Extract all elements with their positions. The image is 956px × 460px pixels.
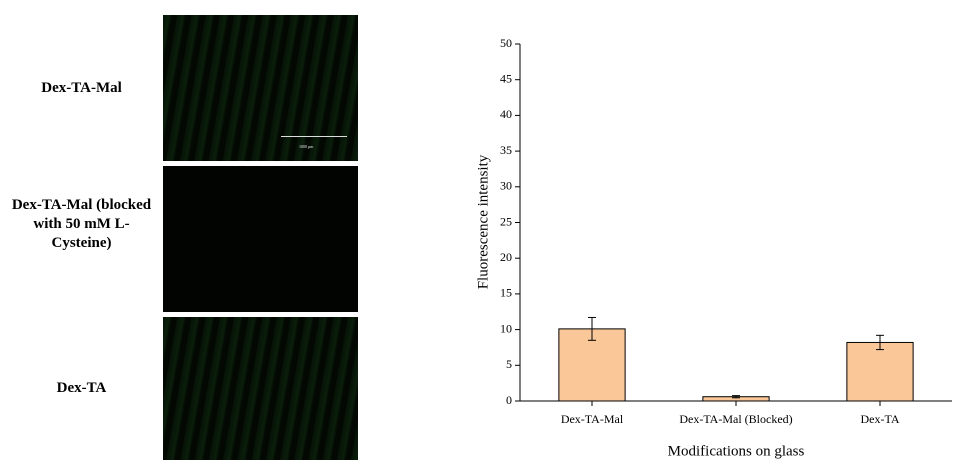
y-axis-label: Fluorescence intensity — [475, 154, 491, 289]
y-tick-label: 20 — [500, 250, 512, 264]
y-tick-label: 10 — [500, 321, 512, 335]
scale-bar — [281, 136, 347, 137]
x-tick-label: Dex-TA-Mal — [561, 412, 624, 426]
micrograph — [163, 317, 358, 460]
micrograph: 1000 µm — [163, 15, 358, 161]
y-tick-label: 15 — [500, 286, 512, 300]
y-tick-label: 50 — [500, 36, 512, 50]
y-tick-label: 45 — [500, 71, 512, 85]
bar — [558, 328, 626, 402]
y-tick-label: 40 — [500, 107, 512, 121]
panel-label: Dex-TA-Mal (blocked with 50 mM L-Cystein… — [11, 197, 152, 251]
y-tick-label: 30 — [500, 179, 512, 193]
panel-label: Dex-TA — [56, 380, 107, 396]
panel-label: Dex-TA-Mal — [41, 80, 122, 96]
y-tick-label: 5 — [506, 357, 512, 371]
bar — [846, 341, 914, 402]
x-tick-label: Dex-TA-Mal (Blocked) — [679, 412, 792, 426]
y-tick-label: 0 — [506, 393, 512, 407]
x-axis-label: Modifications on glass — [668, 443, 805, 459]
x-tick-label: Dex-TA — [860, 412, 899, 426]
micrograph — [163, 166, 358, 312]
scale-bar-label: 1000 µm — [299, 144, 314, 149]
y-tick-label: 35 — [500, 143, 512, 157]
y-tick-label: 25 — [500, 214, 512, 228]
